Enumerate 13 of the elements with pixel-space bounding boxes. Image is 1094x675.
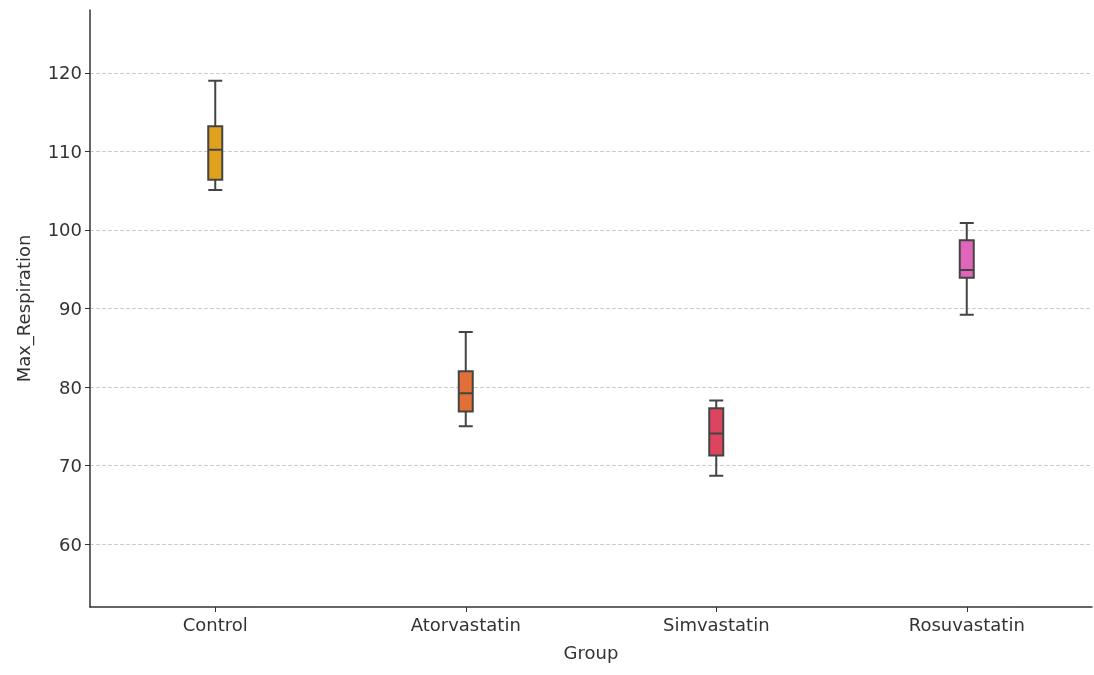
x-tick-label: Simvastatin: [662, 613, 770, 635]
y-tick-label: 70: [59, 455, 82, 477]
y-tick-label: 60: [59, 533, 82, 555]
y-tick-label: 90: [59, 298, 82, 319]
y-tick-label: 110: [47, 140, 82, 162]
y-axis-title: Max_Respiration: [12, 234, 35, 383]
y-tick-label: 120: [47, 62, 82, 84]
x-tick-label: Control: [182, 613, 248, 635]
y-tick-label: 100: [47, 219, 82, 241]
x-tick-label: Atorvastatin: [410, 613, 521, 635]
y-tick-label: 80: [59, 376, 82, 398]
x-axis-title: Group: [563, 641, 619, 663]
x-tick-label: Rosuvastatin: [908, 613, 1025, 635]
